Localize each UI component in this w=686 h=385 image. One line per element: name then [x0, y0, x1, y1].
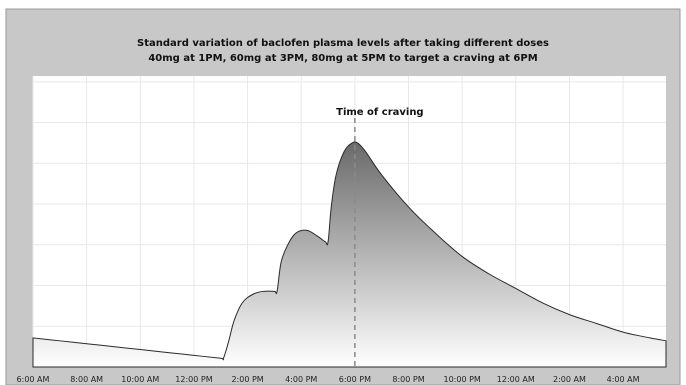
craving-annotation-label: Time of craving [336, 107, 423, 118]
x-tick-label: 4:00 AM [607, 375, 640, 384]
x-tick-label: 6:00 PM [339, 375, 371, 384]
x-tick-label: 12:00 AM [497, 375, 535, 384]
x-tick-label: 6:00 AM [17, 375, 50, 384]
x-tick-label: 10:00 PM [443, 375, 480, 384]
x-tick-label: 4:00 PM [285, 375, 317, 384]
x-tick-label: 8:00 PM [392, 375, 424, 384]
chart-title-line1: Standard variation of baclofen plasma le… [137, 38, 549, 49]
plasma-level-area [32, 141, 667, 368]
x-tick-label: 2:00 AM [553, 375, 586, 384]
x-tick-label: 10:00 AM [121, 375, 159, 384]
x-tick-label: 2:00 PM [231, 375, 263, 384]
chart-title-line2: 40mg at 1PM, 60mg at 3PM, 80mg at 5PM to… [148, 53, 537, 64]
x-tick-label: 12:00 PM [175, 375, 212, 384]
x-tick-label: 8:00 AM [70, 375, 103, 384]
x-axis-ticks: 6:00 AM 8:00 AM 10:00 AM 12:00 PM 2:00 PM 4:0… [17, 375, 640, 384]
